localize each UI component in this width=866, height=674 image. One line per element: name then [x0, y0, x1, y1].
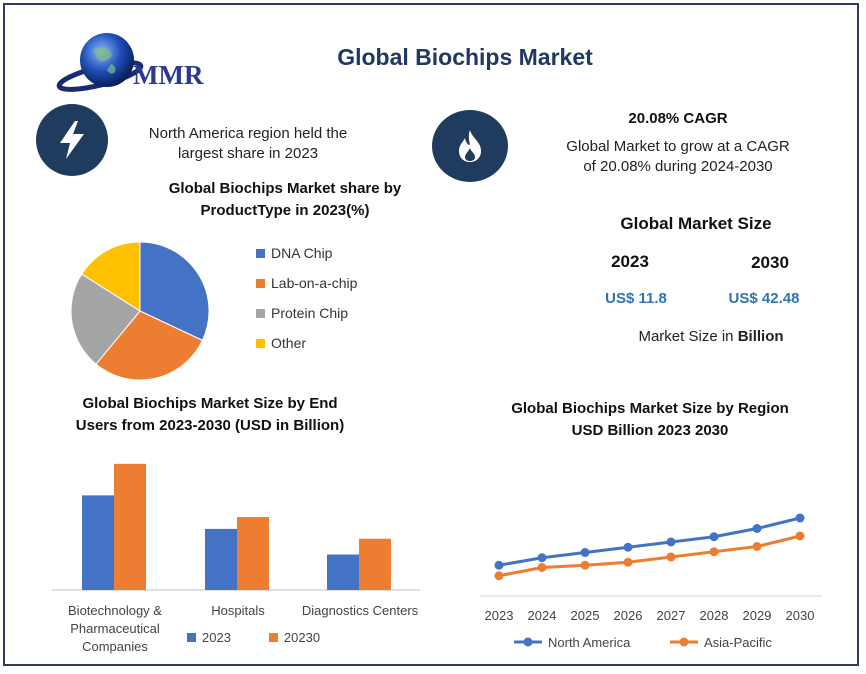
- line-point-asia-pacific-2026: [623, 557, 633, 567]
- line-chart-title-line2: USD Billion 2023 2030: [571, 422, 729, 439]
- pie-legend-swatch: [256, 278, 265, 288]
- line-series-asia-pacific: [498, 534, 801, 578]
- pie-slice-other: [81, 241, 141, 312]
- line-series-north-america: [498, 516, 801, 567]
- pie-legend-label: DNA Chip: [271, 245, 333, 261]
- pie-legend-label: Protein Chip: [271, 305, 349, 321]
- page-title: Global Biochips Market: [337, 44, 593, 70]
- bar-legend-item-20230: 20230: [268, 630, 321, 645]
- pie-legend-label: Lab-on-a-chip: [271, 275, 358, 291]
- bar-chart-title-line1: Global Biochips Market Size by End: [82, 395, 338, 412]
- highlight-left-text: North America region held the largest sh…: [128, 124, 368, 164]
- bar-chart: [52, 463, 420, 591]
- bar-legend: 2023 20230: [187, 630, 320, 645]
- pie-legend: DNA Chip Lab-on-a-chip Protein Chip Other: [256, 238, 357, 358]
- cagr-text-line2: of 20.08% during 2024-2030: [583, 158, 773, 175]
- pie-chart-title-line2: ProductType in 2023(%): [200, 202, 370, 219]
- bar-legend-item-2023: 2023: [187, 630, 231, 645]
- line-legend-marker-north-america: [523, 637, 533, 647]
- pie-slice-lab-on-a-chip: [95, 310, 204, 381]
- market-size-note-prefix: Market Size in: [638, 328, 734, 345]
- line-point-north-america-2026: [623, 542, 633, 552]
- pie-legend-swatch: [256, 308, 265, 318]
- bar-legend-swatch-2023: [187, 633, 196, 642]
- line-chart: 2023 2024 2025 2026 2027 2028 2029 2030 North Am…: [480, 513, 822, 650]
- line-x-tick-2025: 2025: [571, 608, 600, 623]
- bar-legend-swatch-20230: [268, 633, 278, 642]
- line-point-asia-pacific-2024: [537, 563, 547, 572]
- pie-slice-dna-chip: [139, 241, 210, 342]
- line-point-north-america-2028: [709, 532, 719, 542]
- bar-biotechnology-pharmaceutical-companies-20230: [114, 463, 146, 590]
- pie-legend-label: Other: [271, 335, 307, 351]
- line-x-tick-2024: 2024: [528, 608, 557, 623]
- line-x-tick-2029: 2029: [743, 608, 772, 623]
- line-point-north-america-2025: [580, 548, 590, 557]
- line-x-tick-2023: 2023: [485, 608, 514, 623]
- line-legend-marker-asia-pacific: [679, 637, 689, 647]
- bar-hospitals-20230: [237, 517, 269, 590]
- mmr-logo: MMR: [55, 28, 230, 98]
- line-point-north-america-2027: [666, 537, 676, 547]
- bar-biotechnology-pharmaceutical-companies-2023: [82, 495, 114, 590]
- bar-legend-label-2023: 2023: [202, 630, 231, 645]
- line-chart-title-line1: Global Biochips Market Size by Region: [511, 400, 789, 417]
- market-size-title: Global Market Size: [620, 214, 772, 233]
- lightning-icon: [60, 121, 84, 159]
- flame-icon: [459, 130, 481, 162]
- bar-x-label-diagnostics: Diagnostics Centers: [301, 603, 419, 618]
- market-size-year-2030: 2030: [751, 253, 789, 272]
- market-size-year-2023: 2023: [611, 252, 649, 271]
- market-size-value-2030: US$ 42.48: [728, 290, 800, 307]
- pie-legend-swatch: [256, 338, 265, 348]
- highlight-right-badge: [432, 110, 508, 182]
- logo-text: MMR: [133, 60, 204, 90]
- line-point-asia-pacific-2025: [580, 560, 590, 570]
- pie-chart: [70, 241, 210, 381]
- infographic-frame: [3, 3, 859, 666]
- line-legend-label-north-america: North America: [548, 635, 631, 650]
- bar-diagnostics-centers-20230: [359, 538, 391, 590]
- pie-legend-item-dna-chip: DNA Chip: [256, 238, 357, 268]
- cagr-text: Global Market to grow at a CAGR of 20.08…: [548, 137, 808, 177]
- line-point-north-america-2024: [537, 553, 547, 563]
- pie-slice-protein-chip: [70, 273, 141, 365]
- line-point-asia-pacific-2027: [666, 552, 676, 562]
- bar-x-label-biotech: Biotechnology & Pharmaceutical Companies: [68, 603, 162, 654]
- line-point-north-america-2030: [795, 513, 805, 523]
- pie-legend-swatch: [256, 248, 265, 258]
- cagr-text-line1: Global Market to grow at a CAGR: [566, 138, 790, 155]
- bar-hospitals-2023: [205, 528, 237, 590]
- bar-legend-label-20230: 20230: [283, 630, 321, 645]
- line-point-asia-pacific-2028: [709, 547, 719, 557]
- market-size-note: Market Size in Billion: [606, 328, 816, 345]
- bar-chart-title-line2: Users from 2023-2030 (USD in Billion): [75, 417, 345, 434]
- market-size-value-2023: US$ 11.8: [605, 290, 667, 307]
- line-legend-label-asia-pacific: Asia-Pacific: [704, 635, 772, 650]
- bar-chart-title: Global Biochips Market Size by End Users…: [40, 393, 380, 437]
- line-x-tick-2028: 2028: [700, 608, 729, 623]
- pie-legend-item-lab-on-a-chip: Lab-on-a-chip: [256, 268, 357, 298]
- line-x-tick-2027: 2027: [657, 608, 686, 623]
- line-point-north-america-2023: [494, 560, 504, 570]
- line-point-asia-pacific-2030: [795, 531, 805, 541]
- line-x-tick-2026: 2026: [614, 608, 643, 623]
- bar-diagnostics-centers-2023: [327, 554, 359, 590]
- pie-chart-title-line1: Global Biochips Market share by: [168, 180, 402, 197]
- cagr-headline: 20.08% CAGR: [628, 110, 728, 127]
- line-point-asia-pacific-2029: [752, 542, 762, 551]
- highlight-left-line1: North America region held the: [148, 125, 348, 142]
- line-chart-title: Global Biochips Market Size by Region US…: [470, 398, 830, 442]
- pie-legend-item-protein-chip: Protein Chip: [256, 298, 357, 328]
- pie-legend-item-other: Other: [256, 328, 357, 358]
- bar-x-label-hospitals: Hospitals: [211, 603, 265, 618]
- market-size-note-unit: Billion: [737, 328, 784, 345]
- highlight-left-line2: largest share in 2023: [177, 145, 319, 162]
- pie-chart-title: Global Biochips Market share by ProductT…: [140, 178, 430, 222]
- line-point-asia-pacific-2023: [494, 571, 504, 581]
- highlight-left-badge: [36, 104, 108, 176]
- line-point-north-america-2029: [752, 524, 762, 533]
- line-x-tick-2030: 2030: [786, 608, 815, 623]
